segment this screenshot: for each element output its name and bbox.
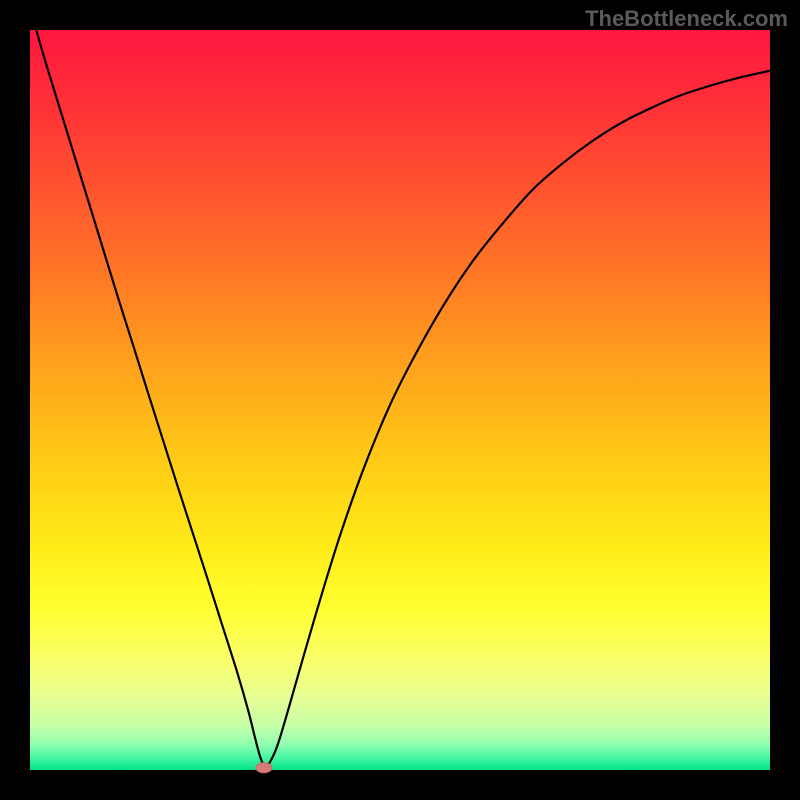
chart-container: TheBottleneck.com [0,0,800,800]
attribution-text: TheBottleneck.com [585,6,788,32]
curve-minimum-marker [256,763,272,773]
chart-gradient-background [30,30,770,770]
bottleneck-chart [0,0,800,800]
